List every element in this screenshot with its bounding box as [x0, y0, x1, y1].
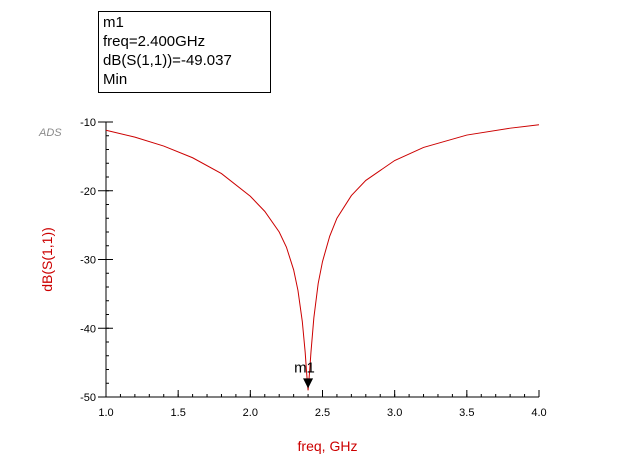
marker-label: m1: [294, 359, 315, 376]
x-tick-label: 2.5: [315, 407, 330, 419]
y-axis-label: dB(S(1,1)): [39, 227, 55, 292]
x-axis-label: freq, GHz: [298, 438, 358, 454]
y-tick-label: -30: [80, 255, 96, 267]
y-ticks: -10 -20 -30 -40 -50: [80, 117, 113, 404]
y-tick-label: -10: [80, 117, 96, 129]
series-line: [105, 124, 540, 391]
x-tick-label: 3.5: [459, 407, 474, 419]
x-tick-label: 3.0: [387, 407, 402, 419]
x-ticks: 1.0 1.5 2.0 2.5 3.0 3.5 4.0: [98, 390, 547, 419]
x-tick-label: 2.0: [243, 407, 258, 419]
ads-watermark: ADS: [39, 127, 62, 139]
y-tick-label: -40: [80, 323, 96, 335]
marker-readout-box[interactable]: m1 freq=2.400GHz dB(S(1,1))=-49.037 Min: [98, 11, 271, 93]
minor-ticks: [105, 121, 540, 398]
marker-arrow-icon: [303, 378, 314, 389]
marker-freq: freq=2.400GHz: [103, 33, 206, 50]
y-tick-label: -50: [80, 392, 96, 404]
marker-m1[interactable]: m1: [294, 359, 315, 389]
x-tick-label: 4.0: [531, 407, 546, 419]
x-tick-label: 1.0: [98, 407, 113, 419]
marker-name: m1: [103, 14, 124, 31]
y-tick-label: -20: [80, 186, 96, 198]
x-tick-label: 1.5: [171, 407, 186, 419]
plot-area: [105, 122, 539, 398]
marker-mode: Min: [103, 71, 128, 88]
marker-value: dB(S(1,1))=-49.037: [103, 52, 232, 69]
